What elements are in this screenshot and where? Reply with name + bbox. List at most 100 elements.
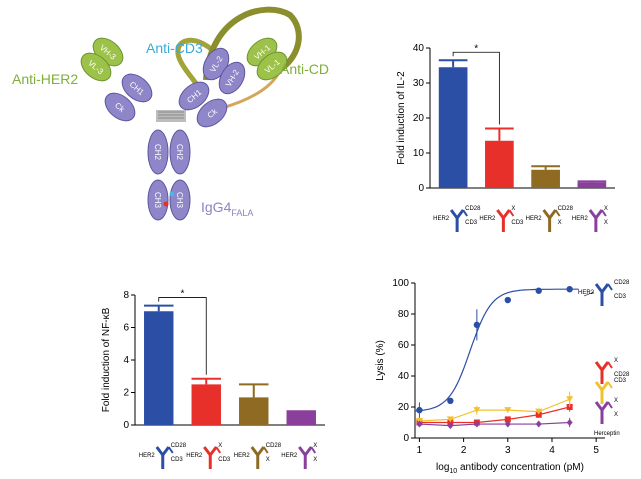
legend-leader [583, 291, 595, 297]
x-tick-label: 2 [461, 445, 467, 456]
construct-arm-left [594, 361, 604, 371]
construct-label-top: CD28 [558, 206, 574, 212]
legend-label-herceptin: Herceptin [594, 431, 620, 437]
svg-text:CH3: CH3 [153, 192, 162, 209]
y-tick-label: 60 [398, 340, 410, 351]
construct-arm-extra [462, 209, 468, 217]
construct-arm-left [155, 446, 164, 456]
construct-arm-extra [607, 361, 613, 369]
y-tick-label: 0 [123, 420, 129, 431]
construct-label-bottom: X [558, 220, 562, 226]
x-tick-label: 5 [593, 445, 599, 456]
legend-label-bottom: CD28 [614, 372, 630, 378]
data-point [566, 286, 573, 293]
data-point [504, 296, 511, 304]
data-point [535, 411, 542, 418]
construct-arm-left [449, 209, 459, 219]
bar [485, 140, 514, 188]
construct-label-top: CD28 [266, 443, 282, 449]
construct-arm-left [594, 381, 604, 391]
y-tick-label: 20 [398, 402, 410, 413]
construct-arm-extra [262, 446, 269, 454]
domain-ck-right: Ck [196, 98, 228, 128]
construct-label-left: HER2 [526, 216, 543, 222]
legend-label-top: X [614, 358, 618, 364]
hinge-region [156, 110, 186, 122]
construct-label-top: CD28 [465, 206, 481, 212]
nfkb-construct-icon-1 [203, 446, 222, 469]
domain-ch1-left: CH1 [121, 73, 153, 103]
construct-arm-extra [215, 446, 222, 454]
trispecific-antibody-diagram: VH-3 VL-3 Ck CH1 CH1 Ck VL-2 VH-2 VH-1 V… [12, 6, 330, 221]
series-line [419, 421, 570, 427]
significance-label: * [181, 289, 185, 300]
significance-label: * [474, 43, 478, 54]
series-2 [415, 391, 574, 424]
label-anti-cd3: Anti-CD3 [146, 40, 203, 56]
il2-construct-icon-2 [542, 209, 561, 232]
y-tick-label: 6 [123, 323, 129, 334]
construct-arm-extra [607, 381, 613, 389]
data-point [504, 420, 511, 428]
domain-vl1: VL-1 [256, 51, 288, 81]
il2-construct-icon-0 [449, 209, 468, 232]
y-tick-label: 40 [398, 371, 410, 382]
y-tick-label: 2 [123, 388, 129, 399]
construct-label-bottom: X [313, 457, 317, 463]
series-3 [416, 417, 573, 430]
domain-vh2: VH-2 [218, 61, 246, 95]
construct-arm-left [250, 446, 259, 456]
data-point [504, 407, 512, 414]
lysis-construct-icon-0 [594, 283, 613, 306]
series-0 [414, 286, 579, 418]
svg-text:CH3: CH3 [175, 192, 184, 209]
y-tick-label: 8 [123, 290, 129, 301]
construct-arm-left [594, 283, 604, 293]
construct-arm-right [161, 446, 170, 456]
construct-label-left: HER2 [281, 453, 298, 459]
construct-arm-right [455, 209, 465, 219]
construct-label-bottom: CD3 [465, 220, 478, 226]
significance-bracket [452, 51, 500, 125]
legend-label-left: HER2 [578, 290, 595, 296]
construct-label-top: X [218, 443, 222, 449]
construct-arm-right [600, 361, 610, 371]
nfkb-construct-icon-3 [298, 446, 317, 469]
bar [577, 182, 607, 188]
il2-bar-chart: 0 10 20 30 40 Fold induction of IL-2 HER2 CD28 C… [396, 43, 615, 232]
data-point [473, 407, 481, 414]
construct-label-bottom: X [604, 220, 608, 226]
construct-arm-extra [508, 209, 515, 217]
data-point [535, 420, 542, 428]
construct-label-left: HER2 [186, 453, 203, 459]
construct-label-left: HER2 [572, 216, 589, 222]
y-axis-label: Fold induction of IL-2 [396, 71, 407, 165]
x-tick-label: 1 [417, 445, 423, 456]
linker-cd28-lower [221, 73, 280, 110]
domain-ch3-left: CH3 [147, 179, 169, 221]
construct-arm-left [588, 209, 598, 219]
construct-arm-left [594, 401, 604, 411]
data-point [535, 287, 542, 294]
y-tick-label: 80 [398, 309, 410, 320]
construct-arm-extra [167, 446, 174, 454]
y-tick-label: 10 [413, 148, 425, 159]
construct-arm-right [304, 446, 313, 456]
legend-label-top: CD28 [614, 280, 630, 286]
knob-hole-mark-2 [163, 201, 169, 207]
construct-arm-right [600, 381, 610, 391]
data-point [416, 420, 423, 428]
domain-ch3-right: CH3 [169, 179, 191, 221]
legend-label-bottom: X [614, 412, 618, 418]
construct-label-bottom: CD3 [511, 220, 524, 226]
construct-label-bottom: CD3 [218, 457, 231, 463]
legend-label-top: X [614, 398, 618, 404]
construct-label-top: X [313, 443, 317, 449]
il2-construct-icon-1 [496, 209, 515, 232]
lysis-construct-icon-2 [594, 381, 613, 404]
construct-label-bottom: CD3 [171, 457, 184, 463]
construct-arm-right [256, 446, 265, 456]
y-axis-label: Lysis (%) [375, 340, 386, 381]
legend-label-bottom: CD3 [614, 294, 627, 300]
